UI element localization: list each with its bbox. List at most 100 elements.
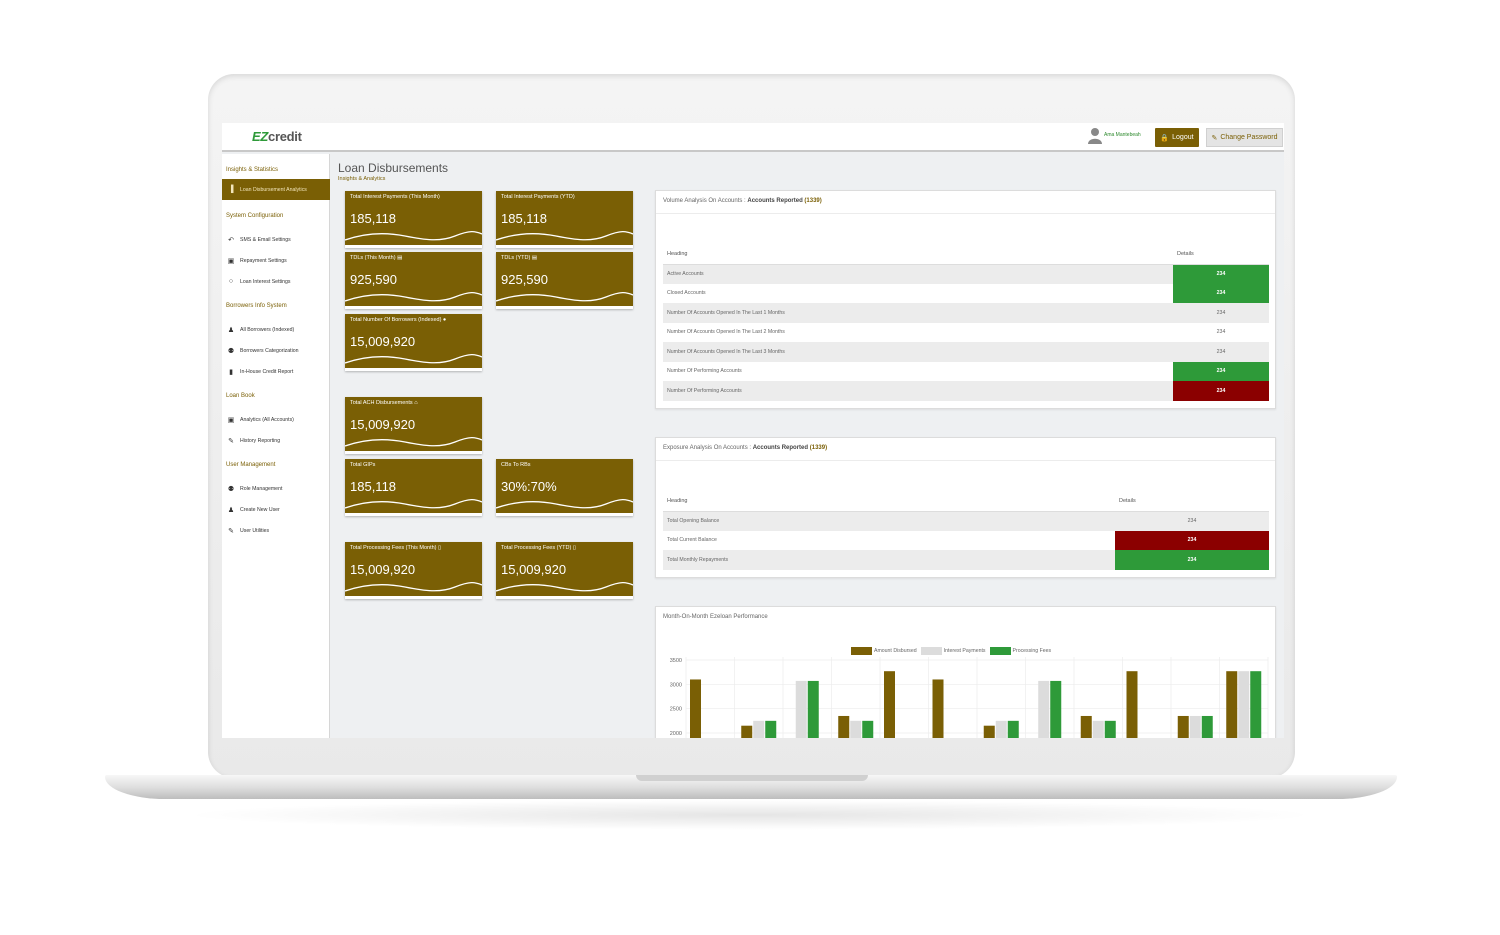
table-row: Number Of Accounts Opened In The Last 3 … (663, 342, 1269, 362)
exposure-table: Heading Details Total Opening Balance 234 T… (663, 492, 1269, 570)
volume-panel-title: Volume Analysis On Accounts : Accounts R… (656, 191, 1275, 214)
sidebar-item[interactable]: ○ Loan Interest Settings (222, 271, 330, 292)
chart-bar[interactable] (765, 720, 777, 738)
change-password-button[interactable]: ✎ Change Password (1206, 128, 1283, 147)
chart-bar[interactable] (1189, 715, 1201, 738)
chart-bar[interactable] (1226, 671, 1238, 738)
chart-bar[interactable] (1177, 715, 1189, 738)
chart-bar[interactable] (1050, 680, 1062, 738)
stat-card[interactable]: Total Processing Fees (This Month) ▯ 15,0… (345, 542, 482, 599)
chart-bar[interactable] (753, 720, 765, 738)
stat-card[interactable]: Total GIPs 185,118 (345, 459, 482, 516)
col-details: Details (1173, 245, 1269, 265)
stat-card[interactable]: TDLs (YTD) ▤ 925,590 (496, 252, 633, 309)
stat-card-value: 185,118 (350, 211, 397, 226)
stat-card-label: Total Processing Fees (YTD) ▯ (501, 545, 576, 551)
sidebar-item[interactable]: ↶ SMS & Email Settings (222, 229, 330, 250)
table-row: Total Current Balance 234 (663, 530, 1269, 550)
circle-icon: ○ (228, 278, 234, 285)
sidebar-item[interactable]: ▣ Repayment Settings (222, 250, 330, 271)
chart-bar[interactable] (1126, 671, 1138, 738)
table-row: Number Of Accounts Opened In The Last 2 … (663, 323, 1269, 343)
sidebar-item-label: In-House Credit Report (240, 368, 294, 375)
chart-bar[interactable] (1104, 720, 1116, 738)
logout-button[interactable]: 🔒 Logout (1155, 128, 1199, 147)
table-row: Number Of Accounts Opened In The Last 1 … (663, 303, 1269, 323)
row-detail-value: 234 (1173, 342, 1269, 362)
exposure-analysis-panel: Exposure Analysis On Accounts : Accounts… (655, 437, 1276, 578)
sidebar-item-label: Loan Disbursement Analytics (240, 186, 307, 193)
stat-card[interactable]: TDLs (This Month) ▤ 925,590 (345, 252, 482, 309)
sidebar-item-label: Analytics (All Accounts) (240, 416, 294, 423)
chart-bar[interactable] (1238, 671, 1250, 738)
sparkline-wave (496, 498, 633, 516)
sparkline-wave (345, 230, 482, 248)
user-name[interactable]: Ama Mantebeah (1104, 132, 1141, 138)
sparkline-wave (345, 498, 482, 516)
chart-bar[interactable] (741, 725, 753, 738)
stat-card[interactable]: Total Number Of Borrowers (Indexed) ● 15,… (345, 314, 482, 371)
money-icon: ▣ (227, 257, 235, 265)
y-tick-label: 2500 (670, 707, 682, 713)
stat-card[interactable]: Total Interest Payments (This Month) 185,… (345, 191, 482, 248)
stat-card-value: 30%:70% (501, 479, 557, 494)
chart-bar[interactable] (795, 680, 807, 738)
performance-chart-panel: Month-On-Month Ezeloan Performance Amoun… (655, 606, 1276, 738)
sidebar-item[interactable]: ✎ User Utilities (222, 520, 330, 541)
stat-card[interactable]: Total Interest Payments (YTD) 185,118 (496, 191, 633, 248)
chart-bar[interactable] (1038, 680, 1050, 738)
sidebar-item-label: Repayment Settings (240, 257, 287, 264)
sidebar-item[interactable]: ♟ All Borrowers (Indexed) (222, 319, 330, 340)
row-heading: Number Of Accounts Opened In The Last 3 … (663, 342, 1173, 362)
sidebar-section-title: System Configuration (226, 213, 284, 219)
legend-item[interactable]: Amount Disbursed (851, 647, 917, 655)
chart-bar[interactable] (1250, 671, 1262, 738)
chart-bar[interactable] (1201, 715, 1213, 738)
table-row: Total Monthly Repayments 234 (663, 550, 1269, 570)
table-row: Total Opening Balance 234 (663, 511, 1269, 531)
legend-swatch (851, 647, 872, 655)
app-logo[interactable]: EZcredit (252, 129, 302, 144)
table-row: Active Accounts 234 (663, 264, 1269, 284)
stat-card[interactable]: Total ACH Disbursements ⌂ 15,009,920 (345, 397, 482, 454)
chart-bar[interactable] (807, 680, 819, 738)
legend-item[interactable]: Interest Payments (920, 647, 986, 655)
chart-bar[interactable] (983, 725, 995, 738)
sparkline-wave (496, 291, 633, 309)
sidebar-item[interactable]: ♟ Create New User (222, 499, 330, 520)
chart-bar[interactable] (995, 720, 1007, 738)
row-detail-value: 234 (1115, 530, 1269, 550)
lock-icon: 🔒 (1160, 134, 1170, 142)
chart-bar[interactable] (690, 679, 701, 738)
money-icon: ▣ (227, 416, 235, 424)
stat-card-value: 185,118 (350, 479, 397, 494)
edit-icon: ✎ (228, 437, 234, 445)
chart-bar[interactable] (850, 720, 862, 738)
chart-bar[interactable] (838, 715, 850, 738)
legend-item[interactable]: Processing Fees (989, 647, 1052, 655)
row-heading: Closed Accounts (667, 290, 706, 297)
stat-card[interactable]: Total Processing Fees (YTD) ▯ 15,009,920 (496, 542, 633, 599)
chart-bar[interactable] (1092, 720, 1104, 738)
stat-card-label: TDLs (YTD) ▤ (501, 255, 538, 261)
chart-bar[interactable] (932, 679, 944, 738)
row-heading: Number Of Performing Accounts (667, 368, 742, 375)
chart-bar[interactable] (1080, 715, 1092, 738)
legend-label: Processing Fees (1012, 648, 1052, 654)
chart-bar[interactable] (1007, 720, 1019, 738)
user-lock-icon: ♟ (227, 326, 235, 334)
table-row: Number Of Performing Accounts 234 (663, 381, 1269, 401)
chart-bar[interactable] (884, 671, 895, 738)
sidebar-item[interactable]: ⚉ Borrowers Categorization (222, 340, 330, 361)
top-bar: EZcredit Ama Mantebeah 🔒 Logout ✎ Change P… (222, 123, 1284, 152)
sidebar-item[interactable]: ▐ Loan Disbursement Analytics (222, 179, 330, 200)
sidebar-item[interactable]: ▮ In-House Credit Report (222, 361, 330, 382)
row-detail-value: 234 (1216, 329, 1226, 336)
row-detail-value: 234 (1115, 550, 1269, 570)
sidebar-item[interactable]: ✎ History Reporting (222, 430, 330, 451)
user-avatar-icon[interactable] (1088, 127, 1102, 144)
sidebar-item[interactable]: ▣ Analytics (All Accounts) (222, 409, 330, 430)
stat-card[interactable]: CBs To RBs 30%:70% (496, 459, 633, 516)
sidebar-item[interactable]: ⚉ Role Management (222, 478, 330, 499)
chart-bar[interactable] (862, 720, 874, 738)
